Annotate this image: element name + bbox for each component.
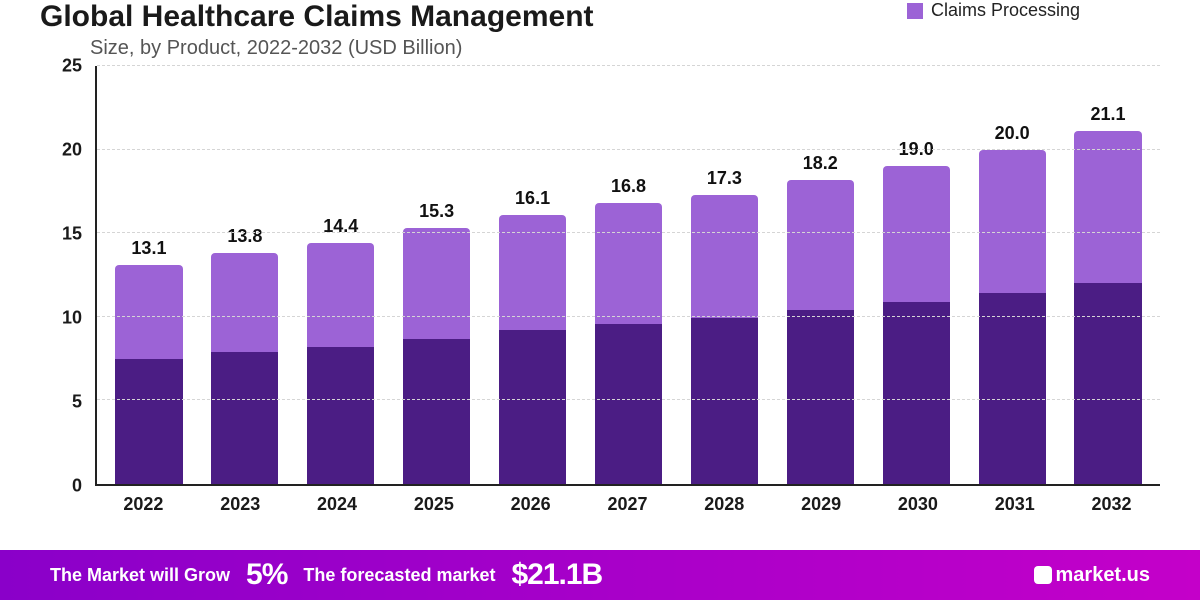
bar-total-label: 19.0 — [899, 139, 934, 160]
x-label: 2023 — [192, 494, 289, 515]
bar-segment-bottom — [979, 293, 1046, 484]
y-tick: 20 — [62, 140, 82, 161]
footer-brand: market.us — [1034, 564, 1151, 587]
bar-segment-bottom — [691, 318, 758, 484]
x-label: 2028 — [676, 494, 773, 515]
bar-segment-bottom — [403, 339, 470, 484]
bar-column: 15.3 — [389, 66, 485, 484]
bar-stack — [691, 195, 758, 484]
x-label: 2026 — [482, 494, 579, 515]
bar-total-label: 17.3 — [707, 168, 742, 189]
bar-column: 17.3 — [676, 66, 772, 484]
x-label: 2022 — [95, 494, 192, 515]
chart-subtitle: Size, by Product, 2022-2032 (USD Billion… — [90, 37, 1160, 60]
x-label: 2027 — [579, 494, 676, 515]
footer-grow-text: The Market will Grow — [50, 565, 230, 586]
bar-column: 14.4 — [293, 66, 389, 484]
bar-segment-top — [595, 203, 662, 323]
legend-label: Claims Processing — [931, 0, 1080, 21]
bar-stack — [307, 243, 374, 484]
bar-stack — [595, 203, 662, 484]
bar-total-label: 13.1 — [131, 238, 166, 259]
bar-column: 13.8 — [197, 66, 293, 484]
bar-segment-bottom — [307, 347, 374, 484]
legend-swatch — [907, 3, 923, 19]
bar-stack — [1074, 131, 1141, 484]
bar-segment-top — [979, 150, 1046, 294]
y-axis: 0510152025 — [40, 66, 90, 486]
bar-total-label: 21.1 — [1090, 104, 1125, 125]
bar-column: 20.0 — [964, 66, 1060, 484]
bar-stack — [499, 215, 566, 484]
bar-segment-top — [211, 253, 278, 352]
bar-stack — [883, 166, 950, 484]
legend: Claims Processing — [907, 0, 1080, 21]
bar-stack — [115, 265, 182, 484]
brand-text: market.us — [1056, 564, 1151, 587]
bar-segment-bottom — [499, 330, 566, 484]
bar-segment-top — [403, 228, 470, 338]
bar-segment-top — [307, 243, 374, 347]
footer-banner: The Market will Grow 5% The forecasted m… — [0, 550, 1200, 600]
x-label: 2030 — [870, 494, 967, 515]
bar-segment-top — [115, 265, 182, 359]
gridline — [97, 65, 1160, 66]
bar-stack — [787, 180, 854, 484]
bar-total-label: 20.0 — [995, 123, 1030, 144]
brand-icon — [1034, 566, 1052, 584]
bar-segment-bottom — [211, 352, 278, 484]
x-label: 2025 — [385, 494, 482, 515]
bar-column: 16.8 — [581, 66, 677, 484]
chart-area: 0510152025 13.113.814.415.316.116.817.31… — [40, 66, 1160, 526]
footer-forecast-text: The forecasted market — [303, 565, 495, 586]
plot-area: 13.1 13.8 14.4 15.3 16.1 16.8 17.3 18.2 19.0 20.0… — [95, 66, 1160, 486]
y-tick: 0 — [72, 476, 82, 497]
gridline — [97, 149, 1160, 150]
bar-segment-bottom — [115, 359, 182, 484]
y-tick: 5 — [72, 392, 82, 413]
bar-total-label: 18.2 — [803, 153, 838, 174]
bar-total-label: 13.8 — [227, 226, 262, 247]
y-tick: 15 — [62, 224, 82, 245]
y-tick: 25 — [62, 56, 82, 77]
bar-column: 18.2 — [772, 66, 868, 484]
bar-column: 19.0 — [868, 66, 964, 484]
gridline — [97, 232, 1160, 233]
bar-column: 13.1 — [101, 66, 197, 484]
bar-segment-bottom — [883, 302, 950, 484]
x-axis: 2022202320242025202620272028202920302031… — [95, 486, 1160, 526]
y-tick: 10 — [62, 308, 82, 329]
bar-segment-top — [691, 195, 758, 319]
gridline — [97, 316, 1160, 317]
bar-segment-bottom — [595, 324, 662, 485]
bar-segment-top — [787, 180, 854, 310]
bar-total-label: 14.4 — [323, 216, 358, 237]
bars-container: 13.1 13.8 14.4 15.3 16.1 16.8 17.3 18.2 19.0 20.0… — [97, 66, 1160, 484]
bar-column: 21.1 — [1060, 66, 1156, 484]
gridline — [97, 399, 1160, 400]
bar-segment-bottom — [787, 310, 854, 484]
x-label: 2031 — [966, 494, 1063, 515]
bar-stack — [211, 253, 278, 484]
bar-column: 16.1 — [485, 66, 581, 484]
x-label: 2032 — [1063, 494, 1160, 515]
bar-total-label: 16.1 — [515, 188, 550, 209]
x-label: 2024 — [289, 494, 386, 515]
bar-segment-top — [1074, 131, 1141, 283]
bar-stack — [403, 228, 470, 484]
x-label: 2029 — [773, 494, 870, 515]
bar-segment-top — [883, 166, 950, 301]
footer-cagr: 5% — [246, 558, 287, 592]
footer-forecast-value: $21.1B — [511, 558, 602, 592]
bar-total-label: 16.8 — [611, 176, 646, 197]
bar-segment-bottom — [1074, 283, 1141, 484]
bar-total-label: 15.3 — [419, 201, 454, 222]
